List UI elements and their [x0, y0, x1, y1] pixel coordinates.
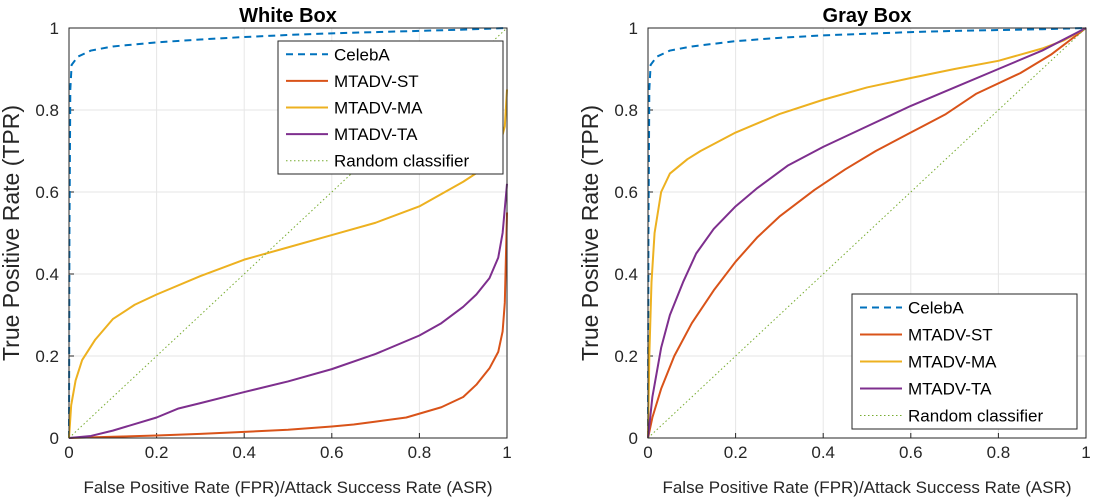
y-axis-label: True Positive Rate (TPR) — [0, 105, 24, 361]
y-tick-label: 0.4 — [35, 265, 59, 284]
chart-title: Gray Box — [823, 5, 912, 27]
y-tick-label: 0.4 — [614, 265, 638, 284]
x-tick-label: 0.4 — [811, 443, 835, 462]
x-tick-label: 0 — [64, 443, 73, 462]
y-tick-label: 0 — [50, 429, 59, 448]
x-tick-label: 1 — [1081, 443, 1090, 462]
y-tick-label: 0.8 — [35, 101, 59, 120]
legend-label: CelebA — [334, 45, 390, 64]
x-tick-label: 0 — [643, 443, 652, 462]
series-line-mtadv-ma — [647, 27, 1087, 439]
x-tick-label: 0.6 — [320, 443, 344, 462]
x-tick-label: 0.2 — [724, 443, 748, 462]
legend-label: Random classifier — [908, 407, 1043, 426]
y-tick-label: 0.6 — [35, 183, 59, 202]
legend-label: MTADV-MA — [908, 353, 997, 372]
x-tick-label: 0.8 — [408, 443, 432, 462]
legend-label: MTADV-TA — [334, 125, 418, 144]
legend-label: MTADV-MA — [334, 99, 423, 118]
legend-label: Random classifier — [334, 152, 469, 171]
x-tick-label: 0.6 — [899, 443, 923, 462]
axes-box — [68, 27, 508, 439]
series-line-celeba — [68, 27, 508, 439]
legend-label: CelebA — [908, 299, 964, 318]
x-tick-label: 0.8 — [987, 443, 1011, 462]
y-axis-label: True Positive Rate (TPR) — [577, 105, 603, 361]
series-line-mtadv-st — [68, 212, 508, 439]
series-line-celeba — [647, 27, 1087, 439]
y-tick-label: 0.6 — [614, 183, 638, 202]
x-tick-label: 0.4 — [232, 443, 256, 462]
y-tick-label: 0.8 — [614, 101, 638, 120]
series-line-mtadv-ta — [68, 183, 508, 439]
chart-title: White Box — [239, 5, 337, 27]
y-tick-label: 0 — [629, 429, 638, 448]
axes-box — [647, 27, 1087, 439]
legend: CelebA MTADV-ST MTADV-MA MTADV-TA Random cla… — [277, 40, 504, 175]
legend-label: MTADV-ST — [334, 72, 419, 91]
x-tick-label: 0.2 — [145, 443, 169, 462]
legend: CelebA MTADV-ST MTADV-MA MTADV-TA Random cla… — [851, 293, 1078, 430]
x-axis-label: False Positive Rate (FPR)/Attack Success… — [83, 478, 492, 497]
legend-label: MTADV-ST — [908, 326, 993, 345]
series-line-mtadv-ta — [647, 27, 1087, 439]
gray-box-chart: 0 0.2 0.4 0.6 0.8 1 0 0.2 0.4 0.6 0.8 1 Gray Box Fals… — [577, 5, 1091, 497]
white-box-chart: 0 0.2 0.4 0.6 0.8 1 0 0.2 0.4 0.6 0.8 1 White Box Fal… — [0, 5, 512, 497]
y-tick-label: 0.2 — [35, 347, 59, 366]
series-line-mtadv-st — [647, 27, 1087, 439]
y-tick-label: 1 — [629, 19, 638, 38]
x-tick-label: 1 — [502, 443, 511, 462]
x-axis-label: False Positive Rate (FPR)/Attack Success… — [662, 478, 1071, 497]
y-tick-label: 0.2 — [614, 347, 638, 366]
y-tick-label: 1 — [50, 19, 59, 38]
legend-label: MTADV-TA — [908, 380, 992, 399]
